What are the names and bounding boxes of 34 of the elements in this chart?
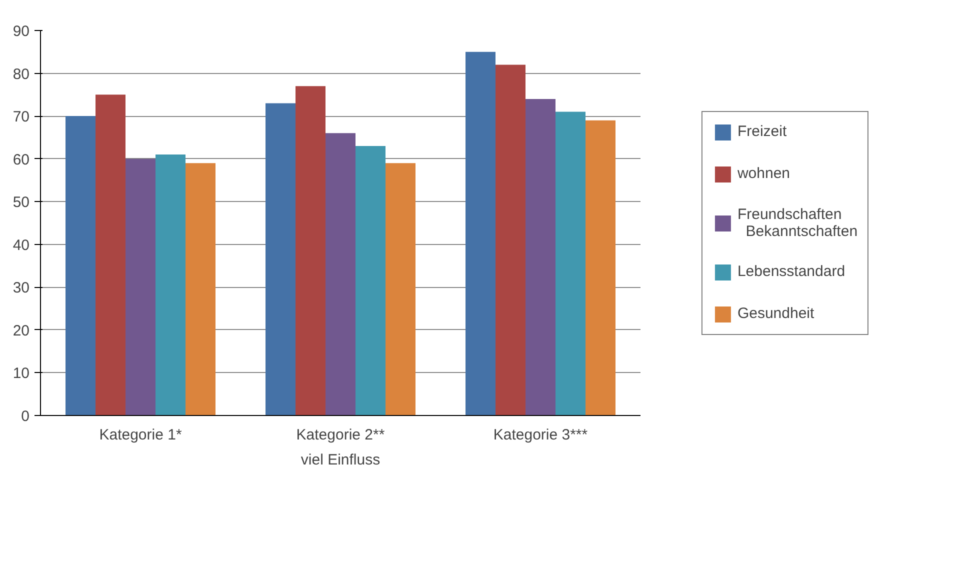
y-tick-label: 60 bbox=[12, 151, 30, 168]
y-tick-label: 10 bbox=[12, 365, 30, 382]
bar bbox=[266, 103, 296, 416]
bar bbox=[586, 120, 616, 416]
x-axis-title: viel Einfluss bbox=[300, 452, 380, 468]
bar bbox=[556, 112, 586, 416]
y-tick-label: 90 bbox=[12, 23, 30, 40]
bar bbox=[66, 116, 96, 416]
legend-label: Lebensstandard bbox=[737, 263, 846, 280]
bar bbox=[126, 158, 156, 416]
x-tick-label: Kategorie 1* bbox=[99, 426, 182, 444]
bar bbox=[96, 94, 126, 416]
y-tick-label: 30 bbox=[12, 280, 30, 297]
y-tick-label: 40 bbox=[12, 236, 30, 254]
y-tick-label: 80 bbox=[12, 66, 30, 83]
legend-label: Gesundheit bbox=[737, 305, 814, 322]
y-tick-label: 0 bbox=[21, 408, 30, 425]
bar bbox=[186, 163, 216, 416]
bar bbox=[156, 154, 186, 416]
y-tick-label: 70 bbox=[12, 108, 30, 126]
bar bbox=[466, 52, 496, 416]
bar bbox=[296, 86, 326, 416]
legend-label: Freizeit bbox=[737, 123, 787, 140]
x-tick-label: Kategorie 3*** bbox=[493, 426, 588, 444]
x-tick-label: Kategorie 2** bbox=[296, 426, 385, 444]
bar bbox=[526, 98, 556, 416]
bar bbox=[326, 133, 356, 416]
y-tick-label: 20 bbox=[12, 322, 30, 340]
bar bbox=[386, 163, 416, 416]
legend-label: Freundschaften Bekanntschaften bbox=[737, 206, 858, 240]
bar bbox=[356, 146, 386, 416]
bar bbox=[496, 64, 526, 416]
y-tick-label: 50 bbox=[12, 194, 30, 212]
legend-label: wohnen bbox=[737, 165, 790, 182]
